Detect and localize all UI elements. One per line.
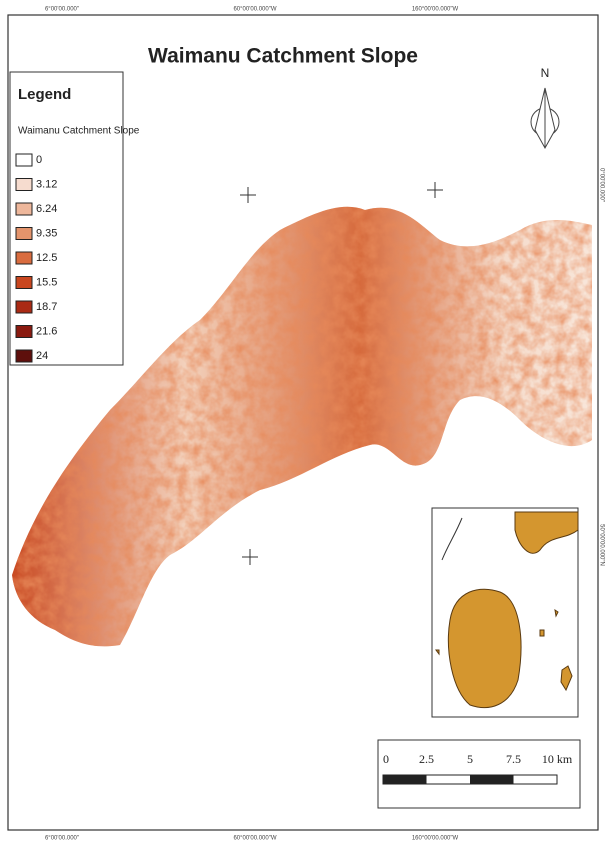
map-frame (7, 14, 599, 831)
legend-layer: Waimanu Catchment Slope (18, 126, 140, 137)
north-label: N (541, 66, 550, 80)
legend-swatch (15, 178, 33, 191)
legend-label: 12.5 (36, 252, 57, 264)
legend-swatch (15, 202, 33, 216)
legend-swatch (15, 325, 33, 338)
legend-swatch (15, 227, 33, 240)
legend-swatch (15, 276, 33, 289)
legend-label: 9.35 (36, 227, 57, 239)
coord-label: 160°00'00.000"W (412, 836, 459, 842)
grid-crosses (240, 182, 443, 565)
scale-bar: 0 2.5 5 7.5 10 km (377, 739, 581, 809)
coord-label: 60°00'00.000"W (233, 836, 276, 842)
legend-heading: Legend (18, 86, 71, 103)
legend-label: 3.12 (36, 178, 57, 190)
catchment (12, 206, 592, 647)
legend-swatch (15, 153, 33, 167)
legend-swatch (15, 300, 33, 314)
legend-label: 21.6 (36, 325, 57, 337)
coord-label: 6°00'00.000" (45, 836, 79, 842)
legend-label: 24 (36, 350, 48, 362)
scale-label: 0 (383, 752, 389, 766)
legend-label: 0 (36, 154, 42, 166)
legend-label: 6.24 (36, 203, 57, 215)
legend-swatch (15, 349, 33, 363)
north-arrow: N (530, 66, 560, 150)
coord-label: 60°00'00.000"W (233, 7, 276, 13)
scale-label: 2.5 (419, 752, 434, 766)
coord-label: 0°00'00.000" (598, 168, 604, 202)
coord-label: 6°00'00.000" (45, 7, 79, 13)
legend-label: 18.7 (36, 301, 57, 313)
legend: Legend Waimanu Catchment Slope 0 3.12 6.24… (9, 71, 140, 366)
inset-map (431, 507, 579, 718)
map-title: Waimanu Catchment Slope (148, 45, 418, 68)
scale-label: 5 (467, 752, 473, 766)
coord-label: 160°00'00.000"W (412, 7, 459, 13)
scale-label: 7.5 (506, 752, 521, 766)
coord-label: 50°00'00.000"N (598, 524, 604, 566)
legend-swatch (15, 251, 33, 265)
legend-label: 15.5 (36, 276, 57, 288)
scale-label: 10 km (542, 752, 573, 766)
